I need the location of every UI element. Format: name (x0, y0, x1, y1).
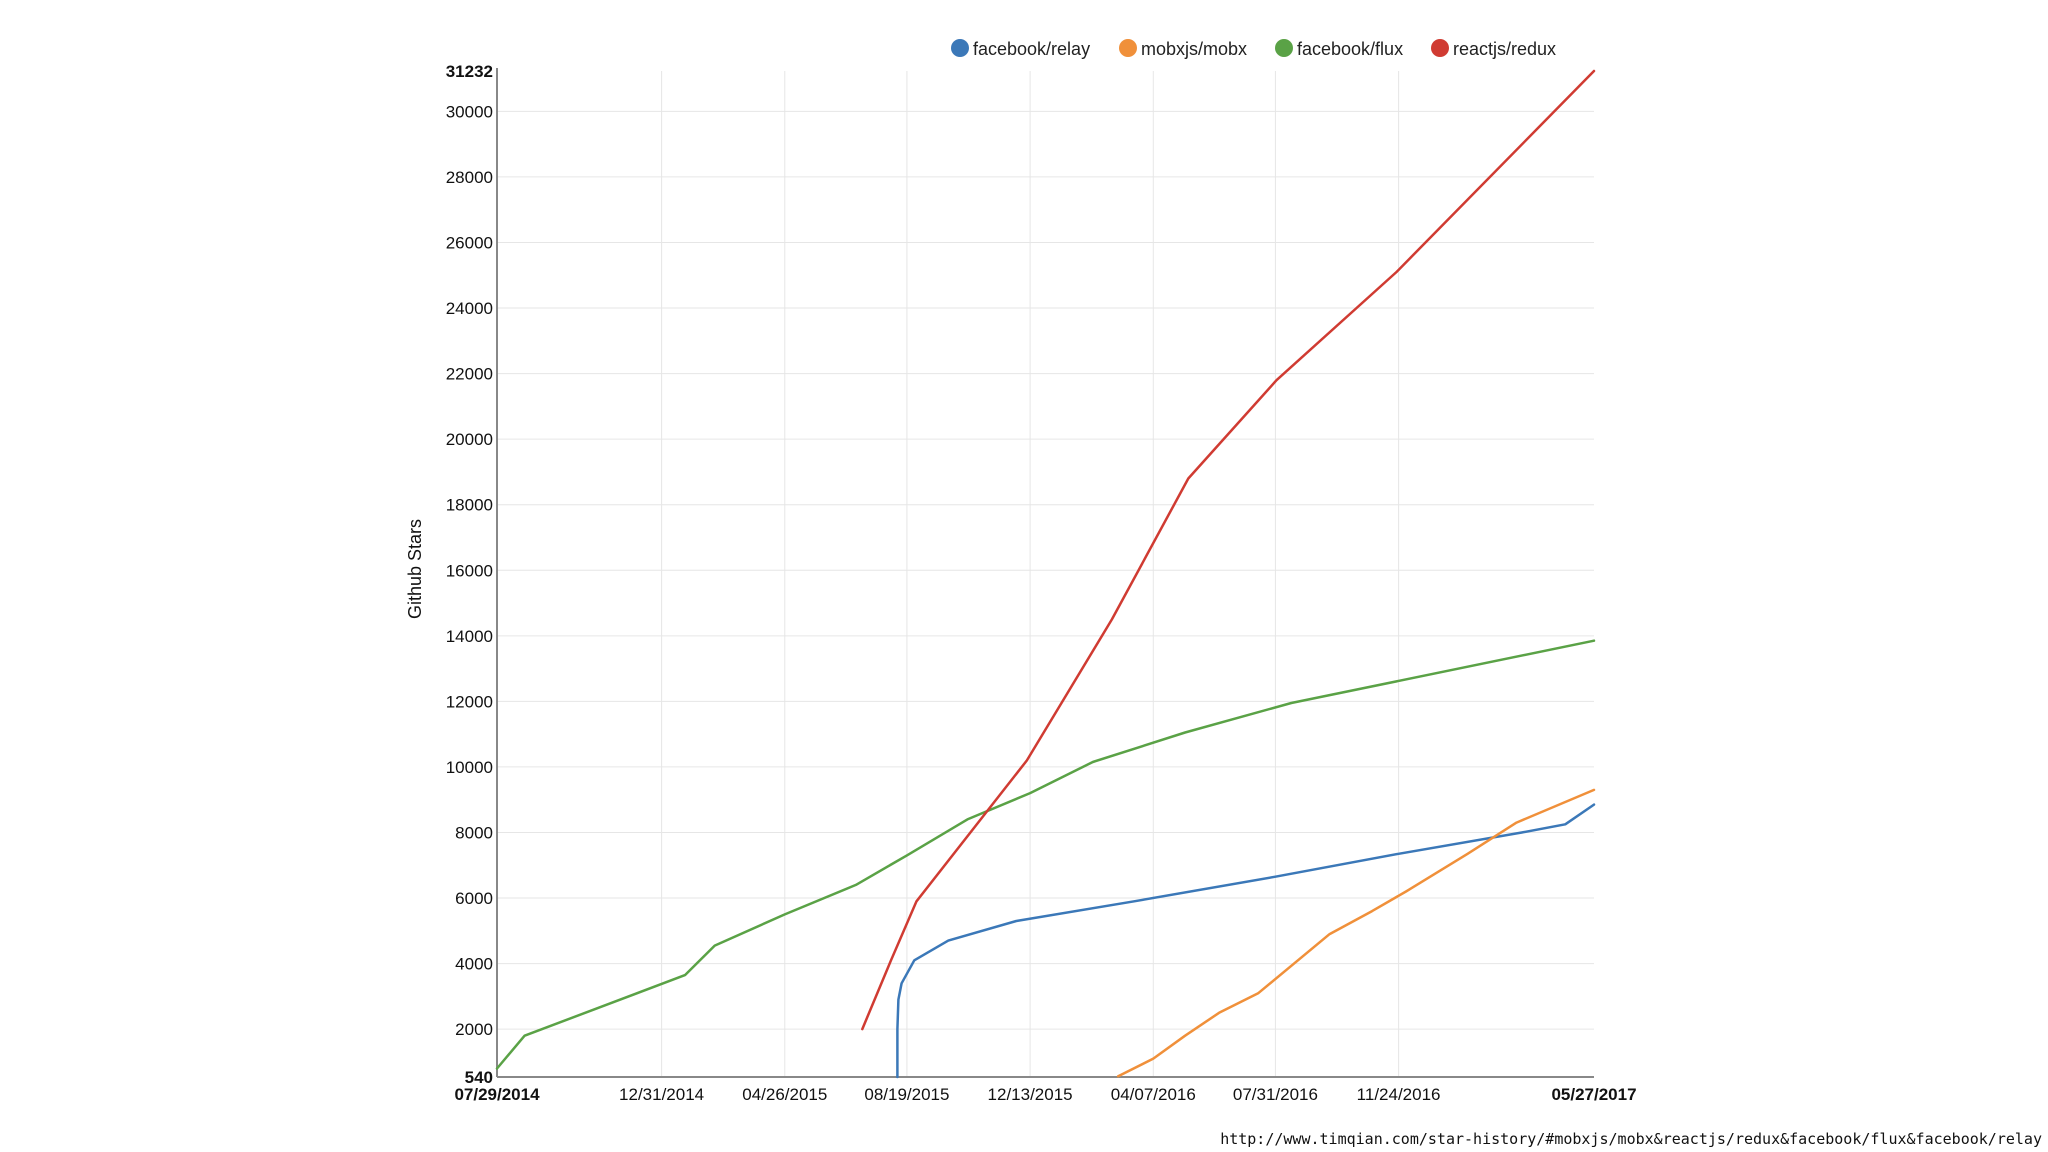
legend-marker (1431, 39, 1449, 57)
x-tick-label: 08/19/2015 (864, 1085, 949, 1104)
y-tick-label: 8000 (455, 823, 493, 842)
series-line-reactjs-redux (861, 69, 1596, 1031)
y-tick-label: 2000 (455, 1020, 493, 1039)
y-tick-label: 4000 (455, 955, 493, 974)
series-line-facebook-relay (896, 803, 1596, 1079)
legend-marker (1275, 39, 1293, 57)
y-tick-label: 16000 (446, 561, 493, 580)
series-line-mobxjs-mobx (1116, 788, 1596, 1078)
y-tick-label: 22000 (446, 365, 493, 384)
legend-marker (1119, 39, 1137, 57)
y-tick-label: 6000 (455, 889, 493, 908)
y-tick-label: 20000 (446, 430, 493, 449)
y-max-label: 31232 (446, 62, 493, 81)
x-tick-label: 12/31/2014 (619, 1085, 704, 1104)
y-tick-label: 18000 (446, 496, 493, 515)
x-tick-label: 07/29/2014 (454, 1085, 540, 1104)
legend-label: mobxjs/mobx (1141, 39, 1247, 59)
y-axis-label: Github Stars (405, 519, 425, 619)
x-tick-label: 07/31/2016 (1233, 1085, 1318, 1104)
legend-label: reactjs/redux (1453, 39, 1556, 59)
y-tick-label: 30000 (446, 102, 493, 121)
y-tick-label: 26000 (446, 233, 493, 252)
legend-marker (951, 39, 969, 57)
source-url: http://www.timqian.com/star-history/#mob… (1220, 1130, 2042, 1148)
legend-label: facebook/relay (973, 39, 1090, 59)
legend-label: facebook/flux (1297, 39, 1403, 59)
y-tick-label: 12000 (446, 692, 493, 711)
x-tick-label: 04/26/2015 (742, 1085, 827, 1104)
series-line-facebook-flux (495, 639, 1596, 1070)
x-tick-label: 12/13/2015 (988, 1085, 1073, 1104)
y-tick-label: 28000 (446, 168, 493, 187)
x-tick-label: 05/27/2017 (1551, 1085, 1636, 1104)
y-min-label: 540 (465, 1068, 493, 1087)
y-tick-label: 10000 (446, 758, 493, 777)
y-tick-label: 24000 (446, 299, 493, 318)
x-tick-label: 11/24/2016 (1357, 1085, 1441, 1104)
x-tick-label: 04/07/2016 (1111, 1085, 1196, 1104)
y-tick-label: 14000 (446, 627, 493, 646)
